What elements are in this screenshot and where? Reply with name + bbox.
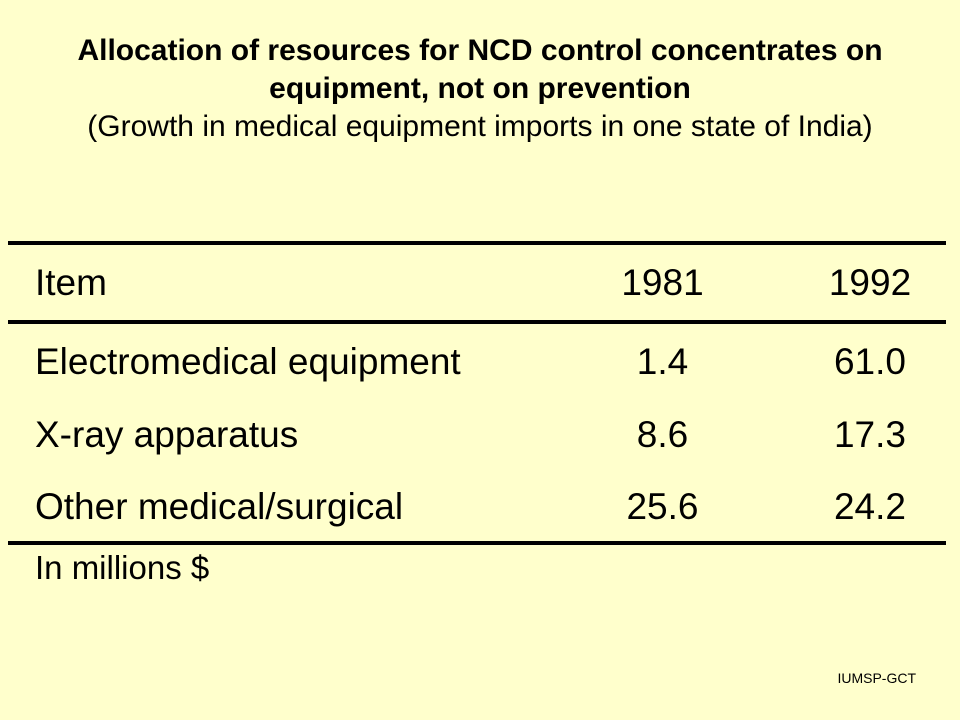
value-1992-xray: 17.3 (833, 414, 906, 455)
value-1992-electromedical: 61.0 (833, 341, 906, 382)
value-1992-other: 24.2 (833, 486, 906, 527)
value-1981-other: 25.6 (626, 486, 699, 527)
footer-credit: IUMSP-GCT (837, 670, 916, 686)
table-header-rule (8, 320, 946, 324)
header-item: Item (35, 262, 107, 303)
slide-subtitle: (Growth in medical equipment imports in … (87, 110, 873, 143)
header-1981: 1981 (621, 262, 704, 303)
value-1981-electromedical: 1.4 (636, 341, 689, 382)
table-top-rule (8, 241, 946, 245)
row-label-other: Other medical/surgical (35, 486, 404, 527)
table-bottom-rule (8, 541, 946, 545)
slide-title-block: Allocation of resources for NCD control … (20, 32, 940, 146)
header-1992: 1992 (828, 262, 912, 303)
row-label-electromedical: Electromedical equipment (35, 341, 461, 382)
value-1981-xray: 8.6 (636, 414, 689, 455)
row-label-xray: X-ray apparatus (35, 414, 299, 455)
slide-title: Allocation of resources for NCD control … (77, 34, 883, 105)
units-note: In millions $ (35, 549, 210, 586)
